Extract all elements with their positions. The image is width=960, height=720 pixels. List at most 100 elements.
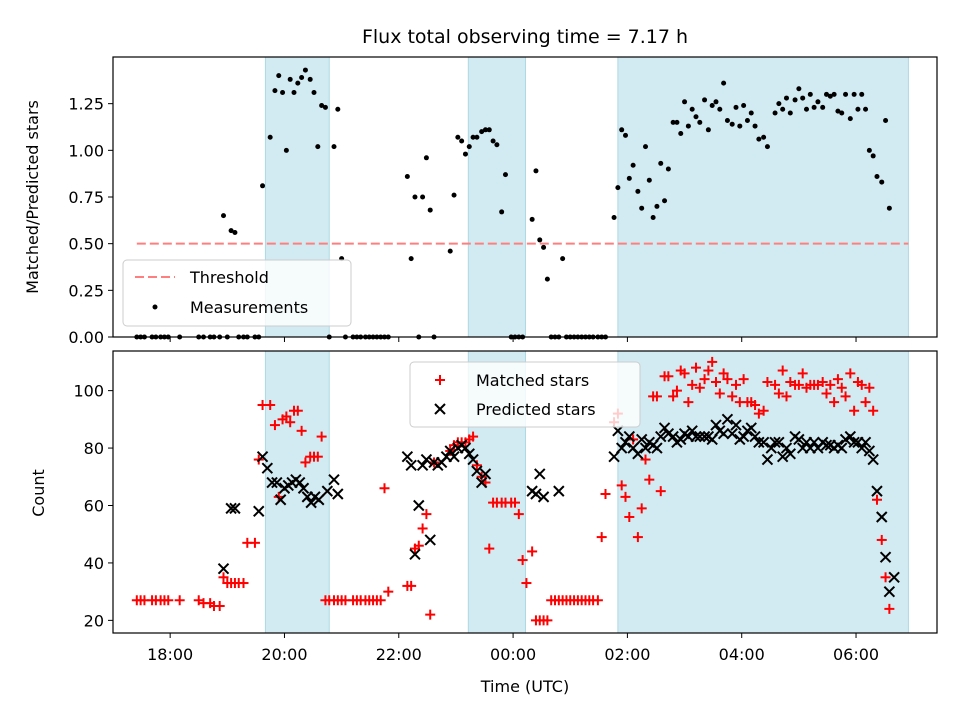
x-axis-label: Time (UTC) [480, 677, 569, 696]
matched-point-120 [679, 368, 690, 379]
measurement-point-162 [855, 106, 861, 112]
predicted-point-b [871, 485, 883, 497]
x-tick-label-6: 06:00 [833, 645, 879, 664]
y-tick-label-2: 0.50 [68, 235, 104, 254]
predicted-point-b [694, 430, 706, 443]
measurement-point-159 [843, 91, 849, 97]
predicted-point-b [717, 427, 730, 440]
predicted-point-70 [694, 430, 706, 443]
matched-point-156 [825, 379, 836, 390]
y-tick-label-1: 0.25 [68, 281, 104, 300]
matched-point-141 [762, 377, 773, 388]
predicted-point-23 [405, 459, 417, 472]
predicted-point-b [420, 453, 433, 466]
matched-point-68 [468, 431, 479, 442]
predicted-point-b [753, 436, 765, 449]
matched-point-144 [777, 365, 788, 376]
matched-point-8 [174, 595, 185, 606]
ratio-observing-windows [264, 56, 909, 338]
measurement-point-127 [713, 99, 719, 105]
measurement-point-83 [537, 237, 543, 243]
y-tick-label-3: 0.75 [68, 188, 104, 207]
predicted-point-19 [321, 485, 334, 497]
matched-point-157 [829, 397, 840, 408]
predicted-point-b [444, 445, 456, 457]
matched-point-130 [718, 368, 729, 379]
predicted-point-b [856, 442, 868, 454]
measurement-point-36 [315, 144, 321, 150]
matched-point-81 [521, 578, 532, 589]
measurement-point-153 [820, 104, 826, 110]
observing-window-2 [617, 350, 909, 634]
x-tick-label-3: 00:00 [490, 645, 536, 664]
predicted-point-b [537, 491, 550, 503]
predicted-point-27 [420, 453, 433, 466]
measurement-point-17 [232, 229, 238, 235]
measurement-point-55 [408, 256, 414, 262]
matched-point-166 [864, 382, 875, 393]
matched-point-162 [849, 405, 860, 416]
matched-point-101 [600, 489, 611, 500]
predicted-point-24 [409, 548, 421, 561]
predicted-point-b [761, 453, 774, 466]
measurement-point-114 [662, 198, 668, 204]
matched-point-149 [797, 368, 808, 379]
predicted-point-b [623, 430, 636, 443]
predicted-point-b [793, 433, 805, 446]
predicted-point-b [773, 436, 785, 449]
predicted-point-b [745, 422, 757, 434]
predicted-point-90 [773, 436, 785, 449]
predicted-point-b [651, 442, 663, 454]
measurement-point-113 [658, 160, 664, 166]
measurement-point-136 [748, 110, 754, 116]
predicted-point-51 [619, 436, 632, 449]
matched-point-105 [620, 491, 631, 502]
predicted-point-93 [784, 448, 797, 460]
measurement-point-148 [800, 95, 806, 101]
predicted-point-86 [757, 436, 770, 449]
measurement-point-66 [462, 151, 468, 157]
measurement-point-118 [678, 131, 684, 137]
predicted-point-26 [416, 459, 429, 472]
predicted-point-b [271, 476, 283, 489]
ratio-panel: 0.00 0.25 0.50 0.75 1.00 1.25 Matched/Predict… [23, 56, 938, 347]
predicted-point-b [686, 425, 698, 437]
matched-point-160 [840, 391, 851, 402]
predicted-point-25 [413, 499, 425, 512]
measurement-point-124 [702, 97, 708, 103]
predicted-point-85 [753, 436, 765, 449]
measurement-point-105 [626, 175, 632, 181]
matched-point-129 [714, 388, 725, 399]
measurement-point-72 [486, 127, 492, 133]
measurement-point-126 [709, 103, 715, 109]
measurement-point-37 [319, 103, 325, 109]
measurement-point-84 [541, 244, 547, 250]
predicted-point-56 [639, 442, 652, 454]
predicted-point-76 [717, 427, 730, 440]
matched-point-126 [703, 365, 714, 376]
matched-point-154 [817, 377, 828, 388]
predicted-point-b [459, 442, 472, 454]
matched-point-86 [542, 615, 553, 626]
measurement-point-164 [863, 106, 869, 112]
predicted-point-71 [698, 430, 711, 443]
measurement-point-82 [533, 168, 539, 174]
predicted-point-34 [448, 450, 460, 463]
measurement-point-74 [494, 142, 500, 148]
measurement-point-56 [412, 194, 418, 200]
matched-point-143 [773, 388, 784, 399]
predicted-point-61 [658, 422, 671, 434]
matched-point-32 [296, 425, 307, 436]
measurement-point-141 [772, 110, 778, 116]
predicted-point-b [294, 476, 306, 489]
matched-point-135 [738, 374, 749, 385]
predicted-point-109 [848, 436, 860, 449]
predicted-point-b [253, 505, 265, 517]
predicted-point-102 [820, 439, 833, 451]
measurement-point-132 [733, 104, 739, 110]
matched-point-108 [632, 532, 643, 543]
measurement-point-122 [693, 114, 699, 120]
predicted-point-b [332, 488, 344, 500]
predicted-point-b [553, 485, 565, 497]
